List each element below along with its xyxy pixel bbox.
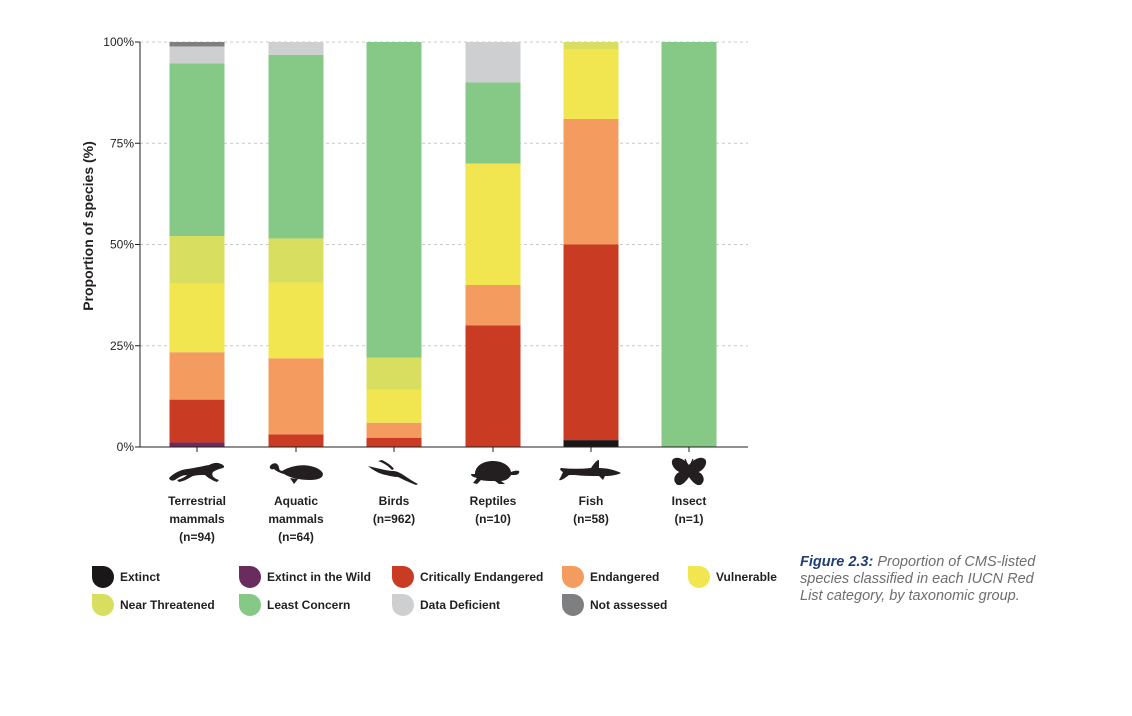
figure-number: Figure 2.3: <box>800 554 874 570</box>
x-category-label: Terrestrial <box>168 494 226 508</box>
x-category-label: Insect <box>672 494 707 508</box>
legend-item-endangered: Endangered <box>562 566 659 588</box>
shark-icon-shape <box>559 460 621 481</box>
legend: Extinct Extinct in the Wild Critically End… <box>92 566 792 626</box>
bar-segment-extinct <box>563 440 619 447</box>
bar-segment-vulnerable <box>268 282 324 359</box>
legend-item-data-deficient: Data Deficient <box>392 594 500 616</box>
bar-segment-critically-endangered <box>563 244 619 441</box>
figure-caption-text: Proportion of CMS-listed species classif… <box>800 554 1036 604</box>
x-category-label: Aquatic <box>274 494 318 508</box>
x-category-label: mammals <box>268 512 324 526</box>
legend-swatch <box>92 566 114 588</box>
legend-swatch <box>392 594 414 616</box>
legend-item-vulnerable: Vulnerable <box>688 566 777 588</box>
shark-icon <box>559 460 621 481</box>
y-tick-label: 100% <box>103 35 134 49</box>
bar-segment-near-threatened <box>563 42 619 50</box>
legend-item-near-threatened: Near Threatened <box>92 594 215 616</box>
legend-swatch <box>562 566 584 588</box>
y-tick-label: 75% <box>110 136 134 150</box>
x-category-label: mammals <box>169 512 225 526</box>
legend-item-not-assessed: Not assessed <box>562 594 667 616</box>
legend-item-critically-endangered: Critically Endangered <box>392 566 543 588</box>
cheetah-icon-shape <box>169 462 225 482</box>
x-category-label: (n=58) <box>573 512 609 526</box>
bar-segment-near-threatened <box>268 238 324 283</box>
cheetah-icon <box>169 462 225 482</box>
bar-segment-least-concern <box>661 42 717 447</box>
legend-swatch <box>239 566 261 588</box>
bar-segment-least-concern <box>268 54 324 239</box>
whale-icon <box>269 463 323 484</box>
legend-label: Vulnerable <box>716 570 777 584</box>
bar-segment-near-threatened <box>366 357 422 390</box>
legend-label: Data Deficient <box>420 598 501 612</box>
bar-segment-vulnerable <box>563 49 619 119</box>
x-category-label: (n=1) <box>674 512 703 526</box>
legend-label: Near Threatened <box>120 598 215 612</box>
legend-item-least-concern: Least Concern <box>239 594 350 616</box>
legend-swatch <box>392 566 414 588</box>
y-tick-label: 50% <box>110 238 134 252</box>
legend-label: Endangered <box>590 570 660 584</box>
bar-segment-least-concern <box>366 42 422 358</box>
legend-swatch <box>92 594 114 616</box>
bar-segment-critically-endangered <box>465 325 521 447</box>
legend-label: Extinct in the Wild <box>267 570 371 584</box>
x-category-label: Fish <box>579 494 604 508</box>
legend-swatch <box>562 594 584 616</box>
y-tick-label: 0% <box>117 440 135 454</box>
bar-segment-critically-endangered <box>268 434 324 447</box>
x-category-label: (n=94) <box>179 530 215 544</box>
bird-icon-shape <box>368 460 418 485</box>
bar-segment-extinct-in-the-wild <box>169 442 225 447</box>
bar-segment-near-threatened <box>169 235 225 284</box>
x-category-label: (n=64) <box>278 530 314 544</box>
bird-icon <box>368 460 418 485</box>
butterfly-icon <box>671 457 707 486</box>
bar-segment-endangered <box>366 422 422 438</box>
legend-label: Extinct <box>120 570 161 584</box>
bar-segment-endangered <box>465 285 521 326</box>
bar-segment-vulnerable <box>169 283 225 353</box>
bar-segment-data-deficient <box>268 42 324 55</box>
bar-segment-endangered <box>169 352 225 400</box>
legend-item-extinct: Extinct <box>92 566 160 588</box>
bar-segment-not-assessed <box>169 42 225 47</box>
bar-segment-data-deficient <box>169 46 225 64</box>
figure-caption: Figure 2.3: Proportion of CMS-listed spe… <box>800 554 1040 605</box>
legend-swatch <box>239 594 261 616</box>
x-category-label: (n=10) <box>475 512 511 526</box>
legend-label: Critically Endangered <box>420 570 544 584</box>
bar-segment-vulnerable <box>465 163 521 285</box>
turtle-icon-shape <box>471 461 520 484</box>
y-tick-label: 25% <box>110 339 134 353</box>
bar-segment-critically-endangered <box>366 437 422 447</box>
bar-segment-endangered <box>563 118 619 245</box>
x-category-label: (n=962) <box>373 512 415 526</box>
bar-segment-critically-endangered <box>169 399 225 443</box>
bar-segment-vulnerable <box>366 389 422 423</box>
x-category-label: Reptiles <box>470 494 517 508</box>
butterfly-icon-shape <box>671 457 707 486</box>
whale-icon-shape <box>269 463 323 484</box>
bar-segment-endangered <box>268 358 324 435</box>
legend-item-extinct-in-the-wild: Extinct in the Wild <box>239 566 371 588</box>
bar-segment-least-concern <box>169 63 225 236</box>
legend-label: Least Concern <box>267 598 351 612</box>
turtle-icon <box>471 461 520 484</box>
y-axis-label: Proportion of species (%) <box>80 141 96 311</box>
legend-label: Not assessed <box>590 598 668 612</box>
x-category-label: Birds <box>379 494 410 508</box>
bar-segment-data-deficient <box>465 42 521 83</box>
legend-swatch <box>688 566 710 588</box>
bar-segment-least-concern <box>465 82 521 164</box>
